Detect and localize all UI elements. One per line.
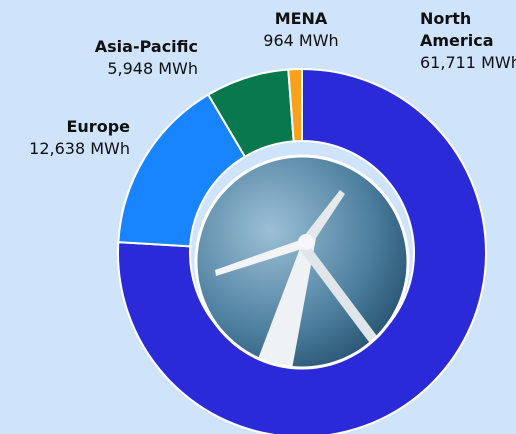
value-label: 964 MWh xyxy=(240,30,362,52)
chart: North America61,711 MWh Europe12,638 MWh A… xyxy=(0,0,516,434)
category-name: North America xyxy=(420,8,490,52)
category-name: MENA xyxy=(240,8,362,30)
turbine-hub xyxy=(298,234,314,250)
category-name: Europe xyxy=(0,116,130,138)
value-label: 61,711 MWh xyxy=(420,52,490,74)
category-name: Asia-Pacific xyxy=(30,36,198,58)
value-label: 5,948 MWh xyxy=(30,58,198,80)
value-label: 12,638 MWh xyxy=(0,138,130,160)
